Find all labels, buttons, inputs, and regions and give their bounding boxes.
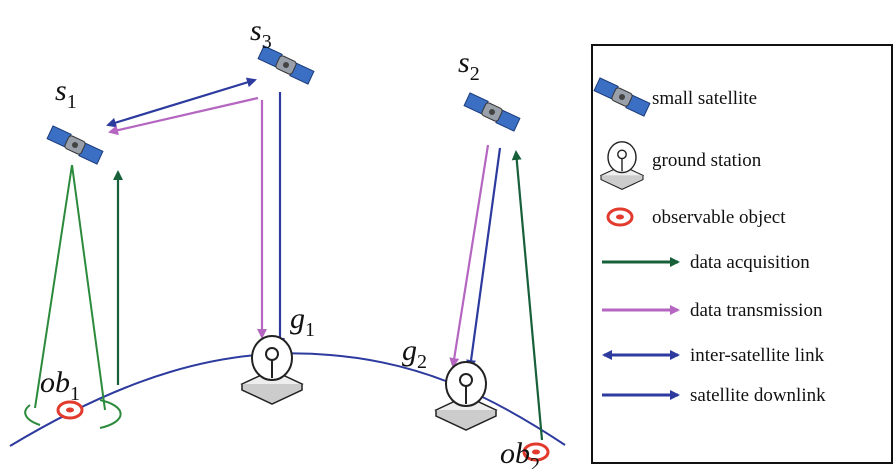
node-label: s1 (55, 74, 77, 113)
label-subscript: 2 (417, 351, 427, 373)
legend-label: ground station (652, 150, 762, 171)
label-base: g (402, 334, 417, 367)
node-label: ob1 (40, 366, 80, 405)
label-subscript: 1 (70, 383, 80, 405)
legend-label: satellite downlink (690, 385, 826, 406)
label-base: g (290, 302, 305, 335)
legend-icon (608, 209, 632, 225)
satellite (464, 93, 520, 131)
node-label: g1 (290, 302, 315, 341)
label-base: ob (500, 437, 530, 469)
ground-station (436, 362, 496, 430)
node-label: s2 (458, 46, 480, 85)
label-subscript: 2 (470, 63, 480, 85)
label-subscript: 1 (305, 319, 315, 341)
legend-label: data acquisition (690, 252, 810, 273)
label-base: s (250, 14, 262, 47)
label-subscript: 1 (67, 91, 77, 113)
legend-label: observable object (652, 207, 786, 228)
label-subscript: 3 (262, 31, 272, 53)
diagram: s1s3s2g1g2ob1ob2 small satelliteground s… (0, 0, 896, 469)
legend-label: inter-satellite link (690, 345, 825, 366)
node-label: s3 (250, 14, 272, 53)
legend-label: data transmission (690, 300, 823, 321)
label-base: s (55, 74, 67, 107)
label-base: ob (40, 366, 70, 399)
satellite (47, 126, 103, 164)
ground-station (242, 336, 302, 404)
label-base: s (458, 46, 470, 79)
label-subscript: 2 (530, 454, 540, 469)
legend-label: small satellite (652, 88, 757, 109)
